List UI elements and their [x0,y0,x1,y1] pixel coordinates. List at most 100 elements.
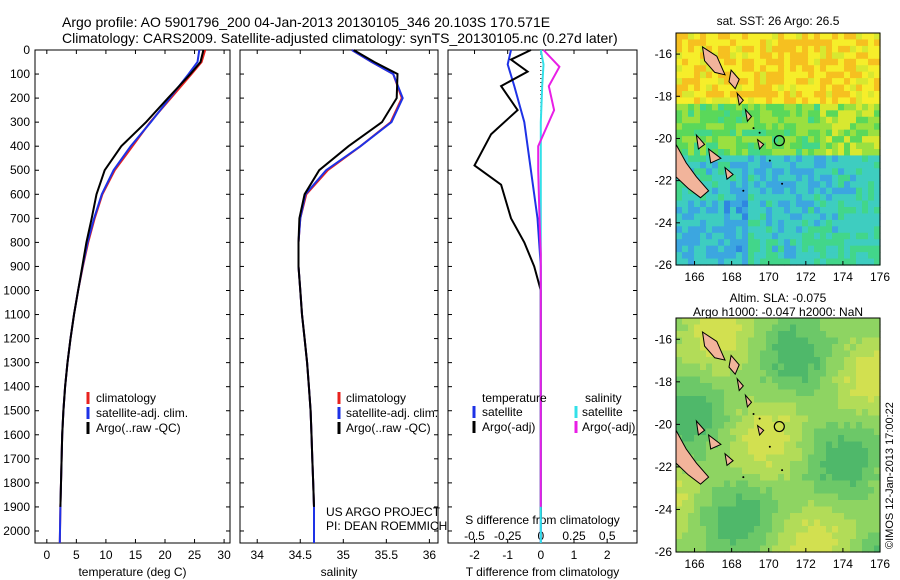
islet [752,412,755,415]
x-axis-label: temperature (deg C) [78,565,186,579]
series-line-salinity-argo-adj- [537,49,561,507]
sst-map-title: sat. SST: 26 Argo: 26.5 [717,14,840,28]
sla-map-title-1: Altim. SLA: -0.075 [730,291,827,305]
island [728,354,740,376]
depth-tick-label: 1800 [3,476,30,490]
map-grid-cells [676,318,881,553]
map-y-tick-label: -16 [655,332,673,346]
map-y-tick-label: -24 [655,502,673,516]
temperature-frame [34,49,231,544]
series-line-argo-raw-qc- [297,49,399,507]
difference-legend: temperature salinity satellite Argo(-adj… [472,391,635,434]
map-y-tick-label: -24 [655,216,673,230]
temperature-legend: climatology satellite-adj. clim. Argo(..… [86,391,188,435]
depth-tick-label: 1000 [3,283,30,297]
map-y-tick-label: -20 [655,131,673,145]
x-tick-label: 35 [337,548,351,562]
legend-label-climatology: climatology [346,391,406,405]
temperature-panel: 0100200300400500600700800900100011001200… [3,43,231,579]
island [756,424,765,437]
depth-tick-label: 700 [10,211,30,225]
x-tick-label: 34.5 [289,548,313,562]
legend-label-temp-argo: Argo(-adj) [482,420,535,434]
island [707,433,722,450]
depth-tick-label: 200 [10,91,30,105]
depth-tick-label: 1900 [3,500,30,514]
x-tick-label: 25 [188,548,202,562]
salinity-frame [239,49,439,544]
island [744,393,753,409]
depth-tick-label: 1400 [3,380,30,394]
x-tick-label: 2 [604,548,611,562]
figure-title-line-1: Argo profile: AO 5901796_200 04-Jan-2013… [62,14,551,30]
map-y-tick-label: -16 [655,47,673,61]
depth-tick-label: 500 [10,163,30,177]
map-x-tick-label: 172 [796,270,816,284]
islet [768,445,771,448]
map-x-tick-label: 170 [759,270,779,284]
depth-tick-label: 600 [10,187,30,201]
map-x-tick-label: 166 [685,270,705,284]
x-tick-label: 1 [571,548,578,562]
map-y-tick-label: -22 [655,460,673,474]
depth-tick-label: 0 [23,43,30,57]
legend-label-argo: Argo(..raw -QC) [96,421,181,435]
island [675,430,710,485]
island [707,147,722,164]
islet [752,127,755,130]
difference-panel: -2 -1 0 1 2 T difference from climatology -0.5… [447,49,638,579]
series-line-climatology [297,49,403,543]
series-line-temperature-argo-adj- [473,49,542,519]
legend-label-sal-argo: Argo(-adj) [582,420,635,434]
islet [742,476,745,479]
argo-position-marker [773,135,785,147]
island [695,133,706,150]
top-x-axis-label: S difference from climatology [465,513,620,527]
islet [758,417,761,420]
island [744,107,753,123]
map-y-tick-label: -18 [655,375,673,389]
map-x-tick-label: 166 [685,557,705,571]
x-tick-label: 35.5 [375,548,399,562]
island [736,91,744,107]
x-tick-label: -1 [502,548,513,562]
sla-map: 166 168 170 172 174 176 -16 -18 -20 -22 -24 -26 [655,317,890,571]
imos-watermark: ©IMOS 12-Jan-2013 17:00:22 [884,402,896,549]
x-tick-label: 5 [73,548,80,562]
figure-title-line-2: Climatology: CARS2009. Satellite-adjuste… [62,30,618,46]
map-frame [675,317,881,553]
map-y-tick-label: -20 [655,417,673,431]
land-masses [675,45,784,199]
island [695,419,706,436]
map-x-tick-label: 170 [759,557,779,571]
x-tick-label: 30 [217,548,231,562]
sla-map-title-2: Argo h1000: -0.047 h2000: NaN [693,305,863,319]
island [736,377,744,392]
map-x-tick-label: 168 [722,270,742,284]
depth-tick-label: 800 [10,235,30,249]
top-x-tick-label: -0.25 [494,529,522,543]
depth-tick-label: 100 [10,67,30,81]
island [675,144,710,199]
depth-tick-label: 400 [10,139,30,153]
legend-label-argo: Argo(..raw -QC) [346,421,431,435]
map-y-tick-label: -26 [655,545,673,559]
map-x-tick-label: 172 [796,557,816,571]
depth-tick-label: 900 [10,259,30,273]
island [701,45,726,76]
map-y-tick-label: -18 [655,89,673,103]
x-tick-label: 36 [423,548,437,562]
project-line-2: PI: DEAN ROEMMICH [326,519,447,533]
island [701,330,726,361]
islet [742,189,745,192]
islet [781,469,784,472]
legend-heading-salinity: salinity [585,391,622,405]
depth-tick-label: 1700 [3,452,30,466]
island [728,68,740,90]
x-tick-label: 0 [43,548,50,562]
legend-label-sal-satellite: satellite [582,405,623,419]
depth-tick-label: 1300 [3,356,30,370]
x-tick-label: -2 [469,548,480,562]
islet [781,182,784,185]
